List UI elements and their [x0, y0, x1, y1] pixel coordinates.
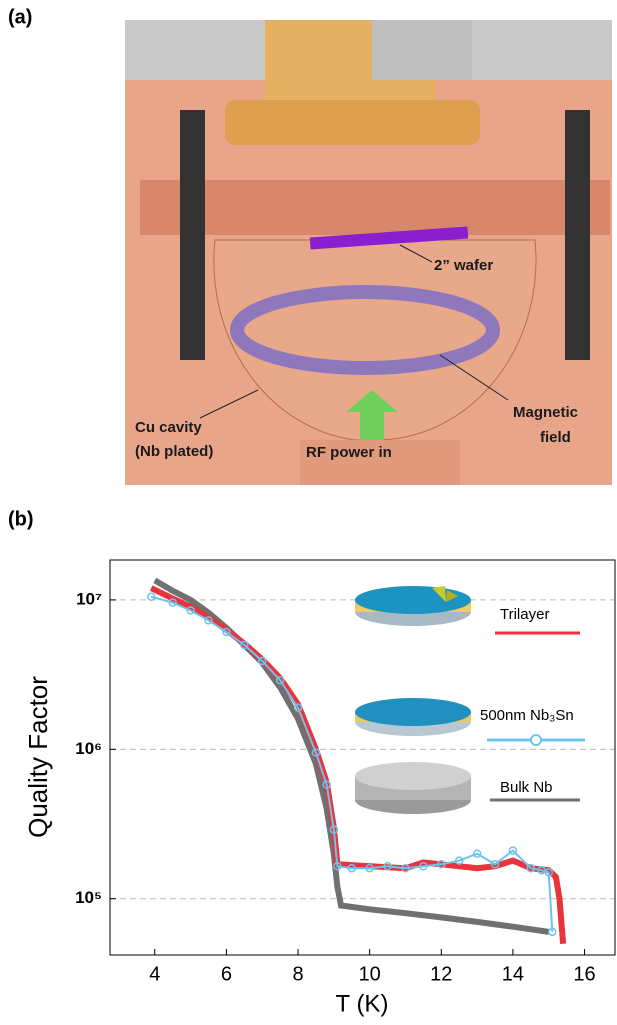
- x-tick-label: 16: [573, 963, 595, 985]
- cylinder-inner: [372, 20, 472, 80]
- panel-label: (a): [8, 6, 32, 28]
- panel-label: (b): [8, 508, 34, 530]
- legend-label: Bulk Nb: [500, 779, 553, 796]
- legend-icons: [355, 586, 471, 814]
- legend-label: Trilayer: [500, 606, 549, 623]
- x-axis-title: T (K): [336, 990, 389, 1017]
- annotation: Magnetic: [513, 404, 578, 421]
- annotation: field: [540, 429, 571, 446]
- y-tick-label: 10⁵: [75, 888, 102, 907]
- series-line: [155, 580, 549, 932]
- rod: [180, 110, 205, 360]
- annotation: (Nb plated): [135, 443, 213, 460]
- rod: [565, 110, 590, 360]
- y-axis-title: Quality Factor: [23, 676, 53, 838]
- legend-marker: [531, 735, 541, 745]
- x-tick-label: 14: [502, 963, 524, 985]
- x-tick-label: 10: [359, 963, 381, 985]
- x-tick-label: 8: [292, 963, 303, 985]
- figure: (a) 2” wafer Cu cavity (Nb plated) Magne…: [0, 0, 617, 1025]
- annotation: 2” wafer: [434, 257, 493, 274]
- legend-label: 500nm Nb₃Sn: [480, 707, 574, 724]
- x-tick-label: 4: [149, 963, 160, 985]
- x-tick-label: 12: [430, 963, 452, 985]
- plate: [140, 180, 610, 235]
- series-line: [151, 588, 563, 944]
- y-tick-label: 10⁷: [76, 589, 102, 608]
- plot-area: 10⁵ 10⁶ 10⁷ 4 6 8 10 12 14 16: [75, 560, 615, 985]
- x-tick-label: 6: [221, 963, 232, 985]
- flange: [225, 100, 480, 145]
- annotation: RF power in: [306, 444, 392, 461]
- annotation: Cu cavity: [135, 419, 202, 436]
- y-tick-label: 10⁶: [75, 739, 102, 758]
- series-line: [151, 597, 552, 932]
